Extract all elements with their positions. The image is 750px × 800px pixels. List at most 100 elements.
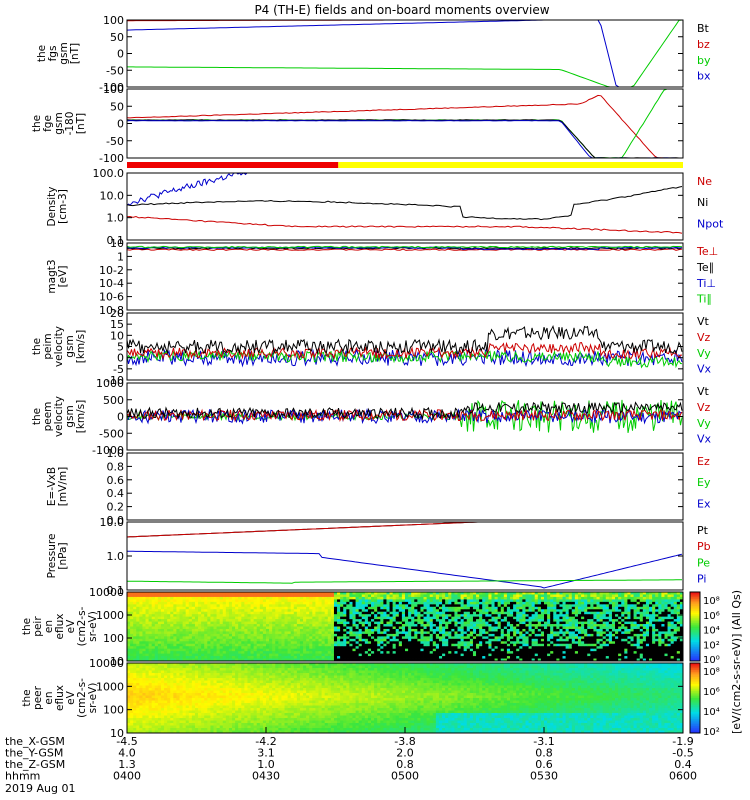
heatmap-cell bbox=[510, 656, 514, 659]
heatmap-cell bbox=[210, 638, 214, 642]
heatmap-cell bbox=[559, 616, 563, 620]
heatmap-cell bbox=[460, 658, 465, 662]
heatmap-cell bbox=[497, 624, 502, 627]
heatmap-cell bbox=[170, 619, 174, 622]
heatmap-cell bbox=[160, 594, 165, 598]
heatmap-cell bbox=[395, 653, 400, 657]
heatmap-cell bbox=[562, 646, 567, 650]
heatmap-cell bbox=[602, 604, 607, 608]
heatmap-cell bbox=[553, 616, 557, 620]
heatmap-cell bbox=[429, 616, 434, 620]
heatmap-cell bbox=[423, 609, 428, 613]
heatmap-cell bbox=[599, 609, 604, 613]
heatmap-cell bbox=[198, 609, 202, 613]
heatmap-cell bbox=[275, 628, 279, 632]
heatmap-cell bbox=[469, 648, 474, 652]
heatmap-cell bbox=[361, 621, 366, 625]
heatmap-cell bbox=[324, 624, 329, 627]
heatmap-cell bbox=[503, 636, 508, 640]
heatmap-cell bbox=[377, 606, 381, 610]
heatmap-cell bbox=[173, 626, 177, 630]
heatmap-cell bbox=[383, 624, 387, 627]
heatmap-cell bbox=[219, 604, 224, 608]
heatmap-cell bbox=[482, 596, 486, 600]
heatmap-cell bbox=[395, 643, 400, 647]
heatmap-cell bbox=[630, 604, 634, 608]
heatmap-cell bbox=[420, 626, 424, 630]
heatmap-cell bbox=[219, 638, 224, 642]
heatmap-cell bbox=[225, 651, 230, 654]
heatmap-cell bbox=[420, 658, 424, 662]
heatmap-cell bbox=[491, 614, 495, 618]
heatmap-cell bbox=[463, 601, 468, 605]
heatmap-cell bbox=[346, 643, 350, 647]
heatmap-cell bbox=[562, 616, 567, 620]
heatmap-cell bbox=[142, 631, 146, 635]
heatmap-cell bbox=[278, 594, 282, 598]
heatmap-cell bbox=[173, 616, 177, 620]
heatmap-cell bbox=[466, 592, 471, 595]
heatmap-cell bbox=[525, 592, 529, 595]
heatmap-cell bbox=[503, 596, 508, 600]
heatmap-cell bbox=[423, 614, 428, 618]
heatmap-cell bbox=[497, 653, 502, 657]
heatmap-cell bbox=[250, 633, 255, 637]
heatmap-cell bbox=[408, 631, 412, 635]
heatmap-cell bbox=[618, 646, 622, 650]
heatmap-cell bbox=[454, 609, 458, 613]
heatmap-cell bbox=[565, 592, 570, 595]
heatmap-cell bbox=[510, 648, 514, 652]
heatmap-cell bbox=[398, 628, 403, 632]
heatmap-cell bbox=[414, 646, 418, 650]
heatmap-cell bbox=[216, 599, 221, 603]
heatmap-cell bbox=[182, 599, 187, 603]
heatmap-cell bbox=[383, 619, 387, 622]
heatmap-cell bbox=[225, 594, 230, 598]
heatmap-cell bbox=[442, 658, 446, 662]
heatmap-cell bbox=[602, 646, 607, 650]
heatmap-cell bbox=[296, 596, 301, 600]
heatmap-cell bbox=[272, 626, 276, 630]
heatmap-cell bbox=[472, 614, 477, 618]
heatmap-cell bbox=[429, 636, 434, 640]
heatmap-cell bbox=[377, 601, 381, 605]
heatmap-cell bbox=[432, 611, 437, 615]
heatmap-cell bbox=[284, 621, 289, 625]
ytick-label: 100.0 bbox=[93, 167, 125, 180]
heatmap-cell bbox=[284, 609, 289, 613]
heatmap-cell bbox=[491, 633, 495, 637]
heatmap-cell bbox=[330, 596, 335, 600]
heatmap-cell bbox=[550, 604, 554, 608]
heatmap-cell bbox=[269, 641, 273, 645]
heatmap-cell bbox=[266, 646, 270, 650]
heatmap-cell bbox=[506, 616, 511, 620]
heatmap-cell bbox=[537, 606, 542, 610]
heatmap-cell bbox=[627, 621, 631, 625]
heatmap-cell bbox=[290, 638, 295, 642]
heatmap-cell bbox=[466, 611, 471, 615]
heatmap-cell bbox=[272, 609, 276, 613]
heatmap-cell bbox=[645, 616, 650, 620]
ytick-label: 10-8 bbox=[99, 304, 124, 317]
heatmap-cell bbox=[476, 641, 480, 645]
heatmap-cell bbox=[182, 631, 187, 635]
heatmap-cell bbox=[559, 628, 563, 632]
heatmap-cell bbox=[547, 609, 551, 613]
heatmap-cell bbox=[367, 641, 372, 645]
heatmap-cell bbox=[618, 621, 622, 625]
heatmap-cell bbox=[256, 601, 261, 605]
heatmap-cell bbox=[241, 656, 245, 659]
heatmap-cell bbox=[247, 606, 251, 610]
heatmap-cell bbox=[173, 633, 177, 637]
heatmap-cell bbox=[176, 604, 180, 608]
heatmap-cell bbox=[352, 636, 356, 640]
heatmap-cell bbox=[253, 641, 258, 645]
heatmap-cell bbox=[454, 651, 458, 654]
heatmap-cell bbox=[358, 624, 363, 627]
heatmap-cell bbox=[232, 641, 236, 645]
trace-black bbox=[126, 521, 682, 538]
heatmap-cell bbox=[645, 626, 650, 630]
heatmap-cell bbox=[204, 626, 208, 630]
heatmap-cell bbox=[275, 648, 279, 652]
ytick-label: 0 bbox=[117, 118, 124, 131]
